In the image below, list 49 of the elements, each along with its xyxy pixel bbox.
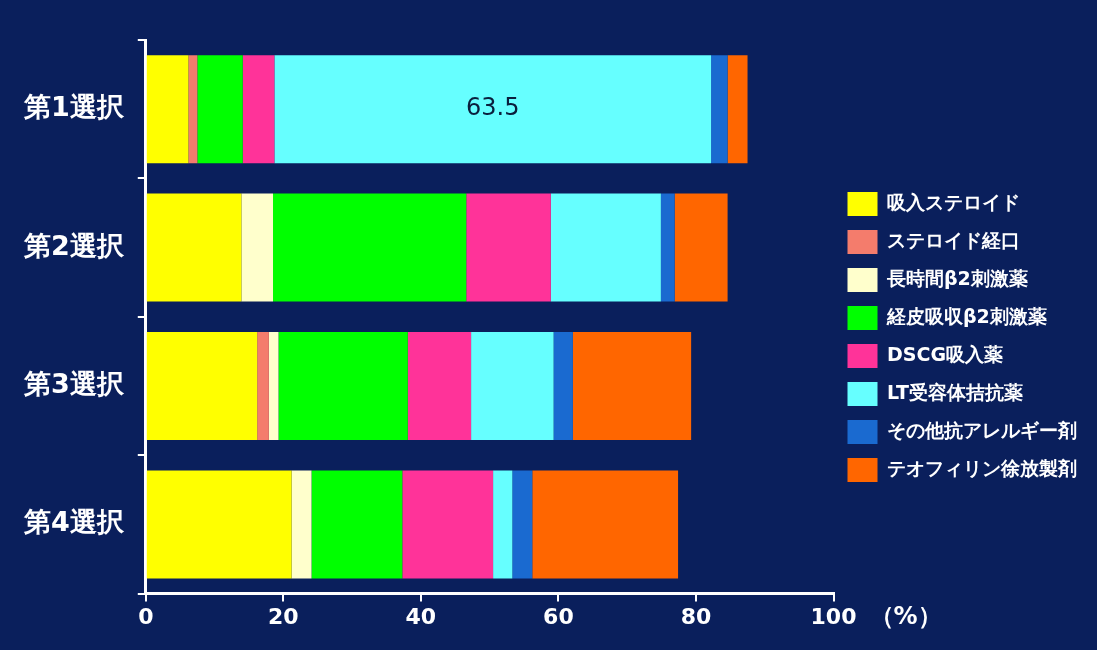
legend-label: LT受容体拮抗薬 [887, 380, 1023, 403]
bar [572, 332, 692, 440]
bar [188, 55, 198, 164]
x-tick-label: 60 [543, 603, 574, 629]
bar [291, 470, 312, 579]
legend-label: 経皮吸収β2刺激薬 [886, 304, 1047, 327]
bar [146, 193, 242, 302]
bar [512, 470, 533, 579]
bar [146, 470, 292, 579]
legend-label: ステロイド経口 [887, 228, 1020, 251]
bar [197, 55, 243, 164]
bar [711, 55, 728, 164]
bar [660, 193, 675, 302]
x-tick-label: 40 [405, 603, 437, 629]
y-tick-label: 第3選択 [22, 368, 125, 400]
y-tick-label: 第2選択 [22, 229, 125, 261]
y-tick-label: 第1選択 [22, 91, 125, 123]
bar [146, 332, 258, 440]
bar [466, 193, 551, 302]
legend-label: その他抗アレルギー剤 [887, 418, 1077, 441]
bar [257, 332, 269, 440]
y-tick-label: 第4選択 [22, 506, 125, 538]
x-tick-label: 80 [680, 603, 712, 629]
bar [273, 193, 467, 302]
bar [311, 470, 403, 579]
x-tick-label: 100 [810, 603, 857, 629]
bar [241, 193, 274, 302]
bar [471, 332, 554, 440]
x-tick-label: 20 [268, 603, 299, 629]
bar [532, 470, 679, 579]
legend-label: DSCG吸入薬 [887, 342, 1003, 365]
legend-label: 長時間β2刺激薬 [886, 266, 1028, 289]
bar [242, 55, 275, 164]
bar [407, 332, 472, 440]
bar [727, 55, 748, 164]
x-axis-title: （%） [869, 601, 942, 630]
bar [146, 55, 189, 164]
legend-label: 吸入ステロイド [887, 190, 1020, 213]
bar [493, 470, 513, 579]
data-label: 63.5 [466, 93, 520, 122]
legend-label: テオフィリン徐放製剤 [887, 456, 1077, 479]
bar [278, 332, 408, 440]
bar [268, 332, 279, 440]
bar [402, 470, 494, 579]
bar [674, 193, 728, 302]
x-tick-label: 0 [138, 603, 154, 629]
bar [274, 55, 712, 164]
bar [550, 193, 661, 302]
bar [553, 332, 573, 440]
